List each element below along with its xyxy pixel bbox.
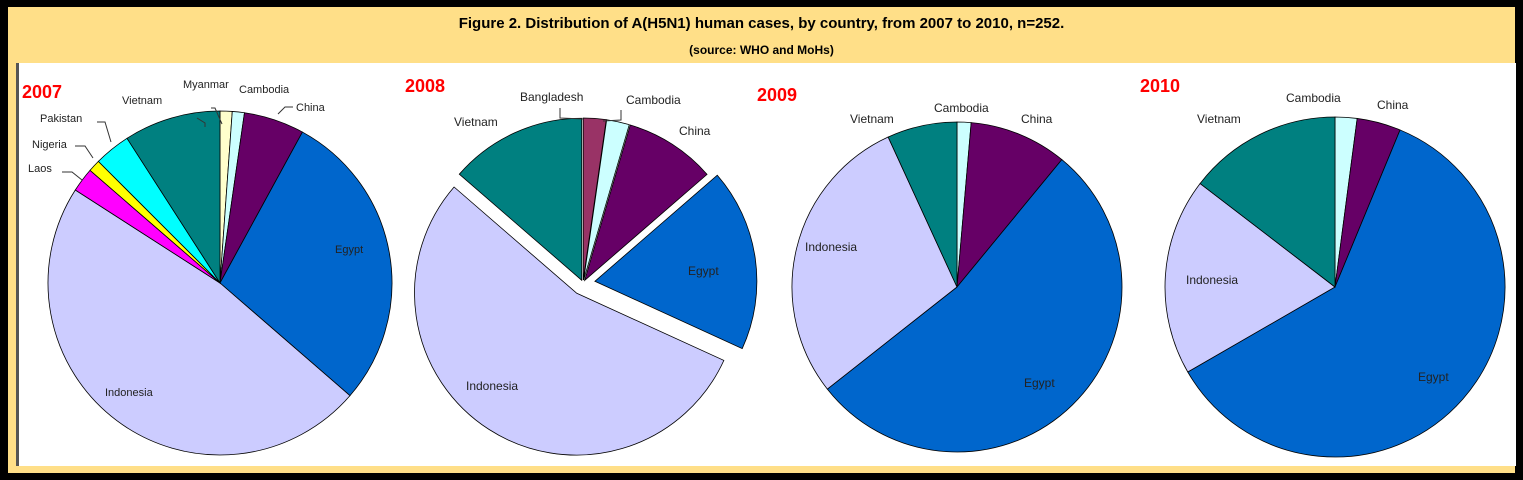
slice-label-china: China [296, 102, 326, 114]
slice-label-vietnam: Vietnam [122, 95, 162, 107]
slice-label-pakistan: Pakistan [40, 113, 82, 125]
label-leader-line [559, 108, 585, 120]
slice-label-cambodia: Cambodia [934, 101, 989, 115]
slice-label-egypt: Egypt [1024, 376, 1055, 390]
slice-egypt [826, 159, 1123, 453]
label-leader-line [97, 121, 112, 143]
pie-2008: 2008 Bangladesh Cambodia China Egypt Indonesi… [405, 76, 758, 456]
slice-label-myanmar: Myanmar [183, 79, 229, 91]
slice-label-egypt: Egypt [335, 244, 363, 256]
pie-title: 2010 [1140, 76, 1180, 96]
slice-label-vietnam: Vietnam [1197, 112, 1241, 126]
figure-subtitle: (source: WHO and MoHs) [689, 43, 834, 57]
label-leader-line [196, 117, 206, 127]
slice-china [583, 124, 708, 282]
slice-label-indonesia: Indonesia [105, 387, 154, 399]
pie-2009: 2009 Cambodia China Egypt Indonesia Vietnam [757, 85, 1123, 453]
slice-label-cambodia: Cambodia [239, 84, 290, 96]
label-leader-line [75, 145, 94, 159]
slice-label-laos: Laos [28, 163, 52, 175]
slice-label-indonesia: Indonesia [1186, 273, 1238, 287]
slice-label-cambodia: Cambodia [626, 93, 681, 107]
slice-china [956, 122, 1063, 289]
slice-egypt [594, 174, 758, 350]
label-leader-line [277, 106, 293, 115]
slice-vietnam [126, 110, 221, 285]
pie-title: 2009 [757, 85, 797, 105]
pie-2010: 2010 Cambodia China Egypt Indonesia Vietnam [1140, 76, 1506, 458]
slice-label-china: China [1377, 98, 1409, 112]
slice-label-indonesia: Indonesia [466, 379, 518, 393]
pie-title: 2008 [405, 76, 445, 96]
slice-indonesia [47, 189, 351, 456]
slice-label-nigeria: Nigeria [32, 139, 68, 151]
label-leader-line [602, 110, 622, 122]
slice-label-cambodia: Cambodia [1286, 91, 1341, 105]
slice-indonesia [791, 136, 958, 390]
figure-title: Figure 2. Distribution of A(H5N1) human … [458, 15, 1065, 32]
slice-egypt [1187, 129, 1506, 458]
slice-indonesia [414, 186, 725, 456]
pie-2007: 2007 Myanmar Cambodia China Egypt Indonesia La… [22, 79, 393, 456]
slice-label-egypt: Egypt [1418, 370, 1449, 384]
label-leader-line [62, 171, 83, 181]
label-leader-line [211, 107, 223, 125]
slice-egypt [219, 131, 393, 397]
slice-label-egypt: Egypt [688, 264, 719, 278]
slice-vietnam [1199, 116, 1336, 288]
slice-label-china: China [1021, 112, 1053, 126]
slice-label-indonesia: Indonesia [805, 240, 857, 254]
slice-label-bangladesh: Bangladesh [520, 90, 583, 104]
slice-vietnam [887, 121, 958, 288]
slice-label-china: China [679, 124, 711, 138]
pie-title: 2007 [22, 82, 62, 102]
slice-bangladesh [582, 117, 607, 281]
slice-label-vietnam: Vietnam [850, 112, 894, 126]
slice-label-vietnam: Vietnam [454, 115, 498, 129]
slice-indonesia [1164, 182, 1336, 373]
slice-cambodia [583, 119, 630, 281]
